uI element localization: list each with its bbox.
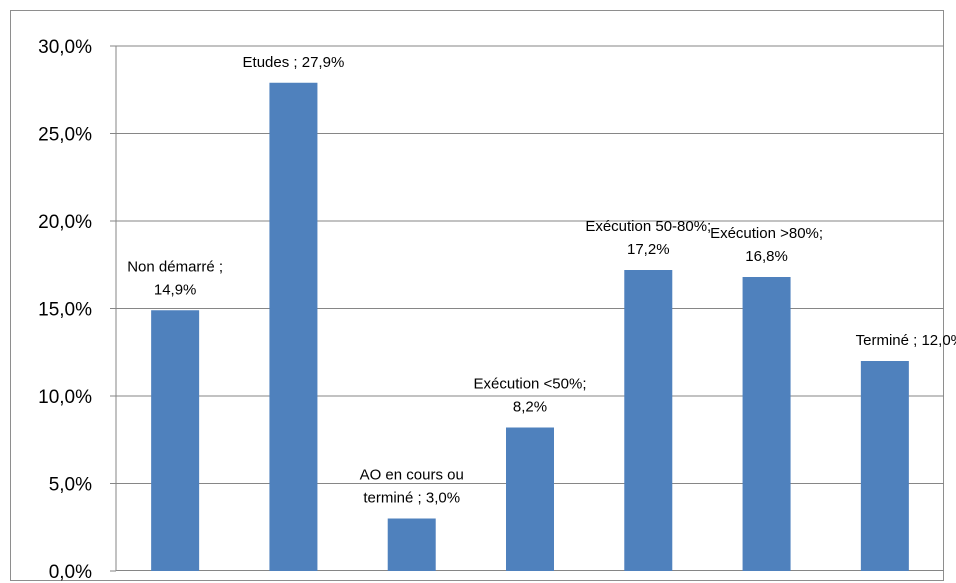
bar <box>151 310 200 571</box>
bar <box>624 270 673 571</box>
data-label: Terminé ; 12,0% <box>856 332 956 349</box>
data-label: Exécution >80%; <box>710 225 823 242</box>
data-labels: Non démarré ; 14,9% Etudes ; 27,9% AO en co… <box>127 54 956 507</box>
bar <box>269 82 318 571</box>
y-tick-label: 15,0% <box>38 300 92 321</box>
data-label: Exécution 50-80%; <box>585 218 711 235</box>
data-label: 8,2% <box>513 399 547 416</box>
bar <box>506 427 554 571</box>
data-label: terminé ; 3,0% <box>363 490 460 507</box>
bars <box>151 82 909 571</box>
data-label: Exécution <50%; <box>474 376 587 393</box>
gridlines <box>116 45 944 484</box>
data-label: AO en cours ou <box>360 467 464 484</box>
y-tick-label: 20,0% <box>38 212 92 233</box>
bar <box>387 518 436 571</box>
y-tick-label: 0,0% <box>49 562 92 583</box>
data-label: 14,9% <box>154 281 197 298</box>
bar <box>860 361 909 571</box>
data-label: Etudes ; 27,9% <box>243 54 345 71</box>
data-label: 16,8% <box>745 248 788 265</box>
y-tick-label: 5,0% <box>49 475 92 496</box>
data-label: 17,2% <box>627 241 670 258</box>
y-tick-label: 10,0% <box>38 387 92 408</box>
y-tick-label: 30,0% <box>38 37 92 58</box>
bar <box>742 277 791 571</box>
data-label: Non démarré ; <box>127 258 223 275</box>
y-tick-label: 25,0% <box>38 125 92 146</box>
